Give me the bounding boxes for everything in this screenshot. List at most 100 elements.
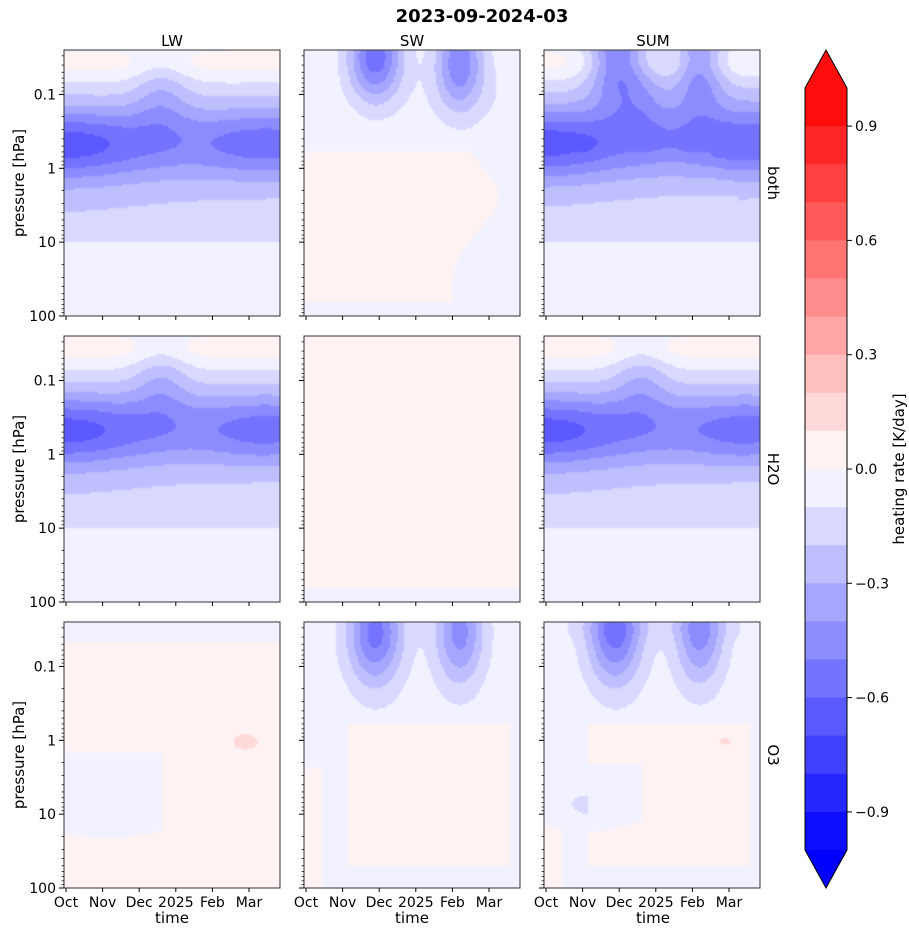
colorbar-level xyxy=(805,392,847,432)
colorbar-level xyxy=(805,811,847,851)
colorbar-level xyxy=(805,773,847,813)
panel-frame-o3-sw xyxy=(303,621,521,889)
y-tick-label: 1 xyxy=(47,447,56,463)
panel-both-sw xyxy=(299,49,521,320)
x-tick-label: 2025 xyxy=(158,895,194,911)
contour-field-o3-sum xyxy=(544,622,760,888)
y-tick-label: 100 xyxy=(29,881,56,897)
colorbar-level xyxy=(805,240,847,279)
x-tick-label: Oct xyxy=(534,895,559,911)
contour-field-h2o-sw xyxy=(304,336,520,602)
x-axis-label-col-1: time xyxy=(155,909,189,927)
colorbar-level xyxy=(805,583,847,622)
x-tick-label: Feb xyxy=(680,895,705,911)
figure-title: 2023-09-2024-03 xyxy=(396,6,569,27)
colorbar-extend-max xyxy=(805,50,847,88)
x-axis-label-col-2: time xyxy=(395,909,429,927)
contour-field-h2o-sum xyxy=(544,336,760,602)
y-axis-label-row-2: pressure [hPa] xyxy=(10,415,28,523)
panel-frame-h2o-lw xyxy=(63,335,281,603)
x-tick-label: Nov xyxy=(89,895,116,911)
colorbar-tick-label: 0.3 xyxy=(855,348,877,364)
colorbar-tick-label: −0.6 xyxy=(855,691,889,707)
x-tick-label: Dec xyxy=(126,895,153,911)
row-label-o3: O3 xyxy=(764,744,782,765)
colorbar-level xyxy=(805,507,847,546)
x-tick-label: Mar xyxy=(476,895,503,911)
colorbar-level xyxy=(805,202,847,241)
panel-frame-h2o-sw xyxy=(303,335,521,603)
x-tick-label: Oct xyxy=(294,895,319,911)
x-tick-label: Nov xyxy=(569,895,596,911)
y-tick-label: 1 xyxy=(47,733,56,749)
colorbar-tick-label: 0.0 xyxy=(855,462,877,478)
colorbar-level xyxy=(805,621,847,660)
column-title-lw: LW xyxy=(161,32,183,50)
panel-frame-h2o-sum xyxy=(543,335,761,603)
panel-h2o-sum xyxy=(539,335,761,606)
y-tick-label: 1 xyxy=(47,161,56,177)
colorbar-outline xyxy=(804,48,848,890)
panel-both-sum xyxy=(539,49,761,320)
colorbar-level xyxy=(805,469,847,508)
row-label-both: both xyxy=(764,166,782,200)
y-axis-label-row-3: pressure [hPa] xyxy=(10,701,28,809)
column-title-sum: SUM xyxy=(636,32,669,50)
y-tick-label: 10 xyxy=(38,521,56,537)
colorbar-tick-label: 0.9 xyxy=(855,119,877,135)
panel-o3-sum: Oct Nov Dec 2025 Feb Mar xyxy=(534,621,761,911)
y-tick-label: 0.1 xyxy=(34,373,56,389)
panel-o3-sw: Oct Nov Dec 2025 Feb Mar xyxy=(294,621,521,911)
panel-frame-o3-lw xyxy=(63,621,281,889)
colorbar-level xyxy=(805,88,847,127)
colorbar-level xyxy=(805,354,847,394)
y-tick-label: 10 xyxy=(38,807,56,823)
y-tick-label: 0.1 xyxy=(34,87,56,103)
colorbar-level xyxy=(805,735,847,775)
colorbar-tick-label: 0.6 xyxy=(855,233,877,249)
colorbar-level xyxy=(805,316,847,356)
contour-field-o3-sw xyxy=(304,622,520,888)
x-tick-label: Feb xyxy=(200,895,225,911)
x-tick-label: Nov xyxy=(329,895,356,911)
colorbar: 0.9 0.6 0.3 0.0 −0.3 −0.6 −0.9 xyxy=(804,48,889,890)
panel-h2o-lw: 0.1 1 10 100 xyxy=(29,335,281,611)
y-axis-label-row-1: pressure [hPa] xyxy=(10,129,28,237)
colorbar-tick-label: −0.9 xyxy=(855,805,889,821)
panel-h2o-sw xyxy=(299,335,521,606)
y-tick-label: 0.1 xyxy=(34,659,56,675)
colorbar-tick-label: −0.3 xyxy=(855,576,889,592)
x-tick-label: Dec xyxy=(606,895,633,911)
colorbar-level xyxy=(805,545,847,584)
x-tick-label: 2025 xyxy=(638,895,674,911)
panel-frame-o3-sum xyxy=(543,621,761,889)
colorbar-extend-min xyxy=(805,850,847,888)
colorbar-label: heating rate [K/day] xyxy=(890,393,908,544)
colorbar-level xyxy=(805,430,847,470)
column-title-sw: SW xyxy=(400,32,425,50)
y-tick-label: 100 xyxy=(29,309,56,325)
contour-field-o3-lw xyxy=(64,622,280,888)
colorbar-level xyxy=(805,126,847,165)
contour-field-both-sum xyxy=(544,50,760,316)
contour-field-both-sw xyxy=(304,50,520,316)
contour-field-both-lw xyxy=(64,50,280,316)
colorbar-level xyxy=(805,164,847,203)
panel-frame-both-sw xyxy=(303,49,521,317)
colorbar-level xyxy=(805,278,847,317)
row-label-h2o: H2O xyxy=(764,453,782,486)
panel-frame-both-sum xyxy=(543,49,761,317)
x-tick-label: Mar xyxy=(716,895,743,911)
x-axis-label-col-3: time xyxy=(636,909,670,927)
x-tick-label: 2025 xyxy=(398,895,434,911)
y-tick-label: 10 xyxy=(38,235,56,251)
panel-both-lw: 0.1 1 10 100 xyxy=(29,49,281,325)
contour-field-h2o-lw xyxy=(64,336,280,602)
colorbar-level xyxy=(805,697,847,737)
x-tick-label: Dec xyxy=(366,895,393,911)
x-tick-label: Feb xyxy=(440,895,465,911)
x-tick-label: Mar xyxy=(236,895,263,911)
